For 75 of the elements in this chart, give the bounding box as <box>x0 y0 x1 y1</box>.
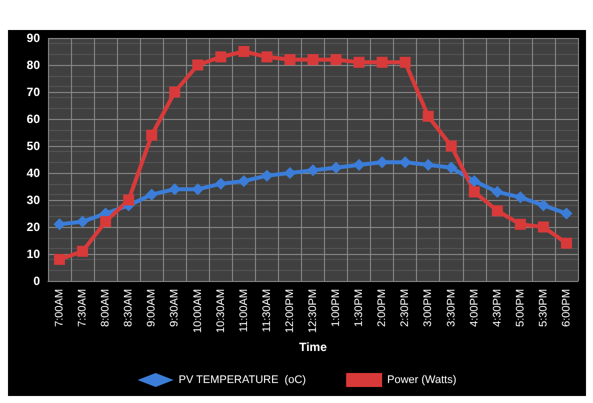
x-tick-label: 8:30AM <box>122 289 135 327</box>
y-tick-label: 20 <box>26 220 40 234</box>
point <box>192 60 204 70</box>
point <box>308 54 318 66</box>
x-tick-label: 7:30AM <box>76 289 89 327</box>
x-tick-label: 10:00AM <box>192 289 204 334</box>
point <box>422 158 434 171</box>
point <box>238 175 250 188</box>
point <box>54 218 66 230</box>
y-tick-label: 10 <box>26 247 40 261</box>
x-tick-label: 3:00PM <box>422 289 434 327</box>
x-tick-label: 11:00AM <box>238 289 250 332</box>
point <box>76 216 89 228</box>
y-tick-label: 0 <box>33 274 40 288</box>
y-tick-label: 50 <box>26 139 40 153</box>
x-tick-label: 4:30PM <box>491 289 504 327</box>
point <box>468 186 480 198</box>
point <box>445 162 458 174</box>
legend-label: Power (Watts) <box>387 374 456 386</box>
x-tick-label: 10:30AM <box>214 289 227 334</box>
point <box>560 238 572 249</box>
x-tick-label: 9:30AM <box>168 289 181 327</box>
x-tick-label: 7:00AM <box>54 289 66 327</box>
point <box>284 54 296 66</box>
point <box>491 186 504 198</box>
y-tick-label: 80 <box>26 58 40 72</box>
point <box>514 191 526 204</box>
x-tick-label: 4:00PM <box>468 289 480 327</box>
x-axis-title: Time <box>299 340 328 354</box>
y-tick-label: 30 <box>26 193 40 207</box>
point <box>54 254 66 265</box>
point <box>560 208 572 220</box>
x-tick-label: 6:00PM <box>560 289 572 327</box>
point <box>538 222 549 232</box>
x-tick-label: 5:30PM <box>537 289 550 327</box>
y-tick-label: 70 <box>26 85 40 99</box>
x-tick-label: 1:00PM <box>330 289 342 327</box>
point <box>446 140 457 152</box>
x-tick-label: 8:00AM <box>100 289 112 327</box>
point <box>260 170 273 182</box>
x-tick-label: 9:00AM <box>146 289 158 327</box>
x-tick-label: 2:30PM <box>399 289 412 327</box>
point <box>123 194 134 206</box>
point <box>492 205 503 216</box>
point <box>238 46 250 57</box>
point <box>400 56 411 68</box>
point <box>330 54 342 66</box>
y-tick-label: 90 <box>26 31 40 45</box>
point <box>261 51 272 62</box>
x-tick-label: 11:30AM <box>260 289 273 332</box>
x-tick-label: 5:00PM <box>514 289 526 327</box>
y-tick-label: 60 <box>26 112 40 126</box>
point <box>169 86 180 98</box>
point <box>537 199 550 212</box>
x-tick-label: 12:00PM <box>284 289 296 334</box>
point <box>354 56 365 68</box>
point <box>376 56 388 68</box>
x-tick-label: 12:30PM <box>307 289 319 334</box>
point <box>214 178 227 190</box>
legend-label: PV TEMPERATURE (oC) <box>178 374 306 386</box>
x-tick-label: 2:00PM <box>376 289 388 327</box>
x-tick-label: 1:30PM <box>353 289 366 327</box>
point <box>146 130 158 141</box>
point <box>422 110 434 122</box>
point <box>146 188 158 201</box>
y-tick-label: 40 <box>26 166 40 180</box>
x-tick-label: 3:30PM <box>445 289 458 327</box>
point <box>100 216 112 228</box>
point <box>353 158 366 171</box>
point <box>215 51 226 62</box>
point <box>468 175 480 188</box>
point <box>514 218 526 230</box>
point <box>307 164 319 176</box>
point <box>284 167 296 179</box>
point <box>77 246 88 257</box>
